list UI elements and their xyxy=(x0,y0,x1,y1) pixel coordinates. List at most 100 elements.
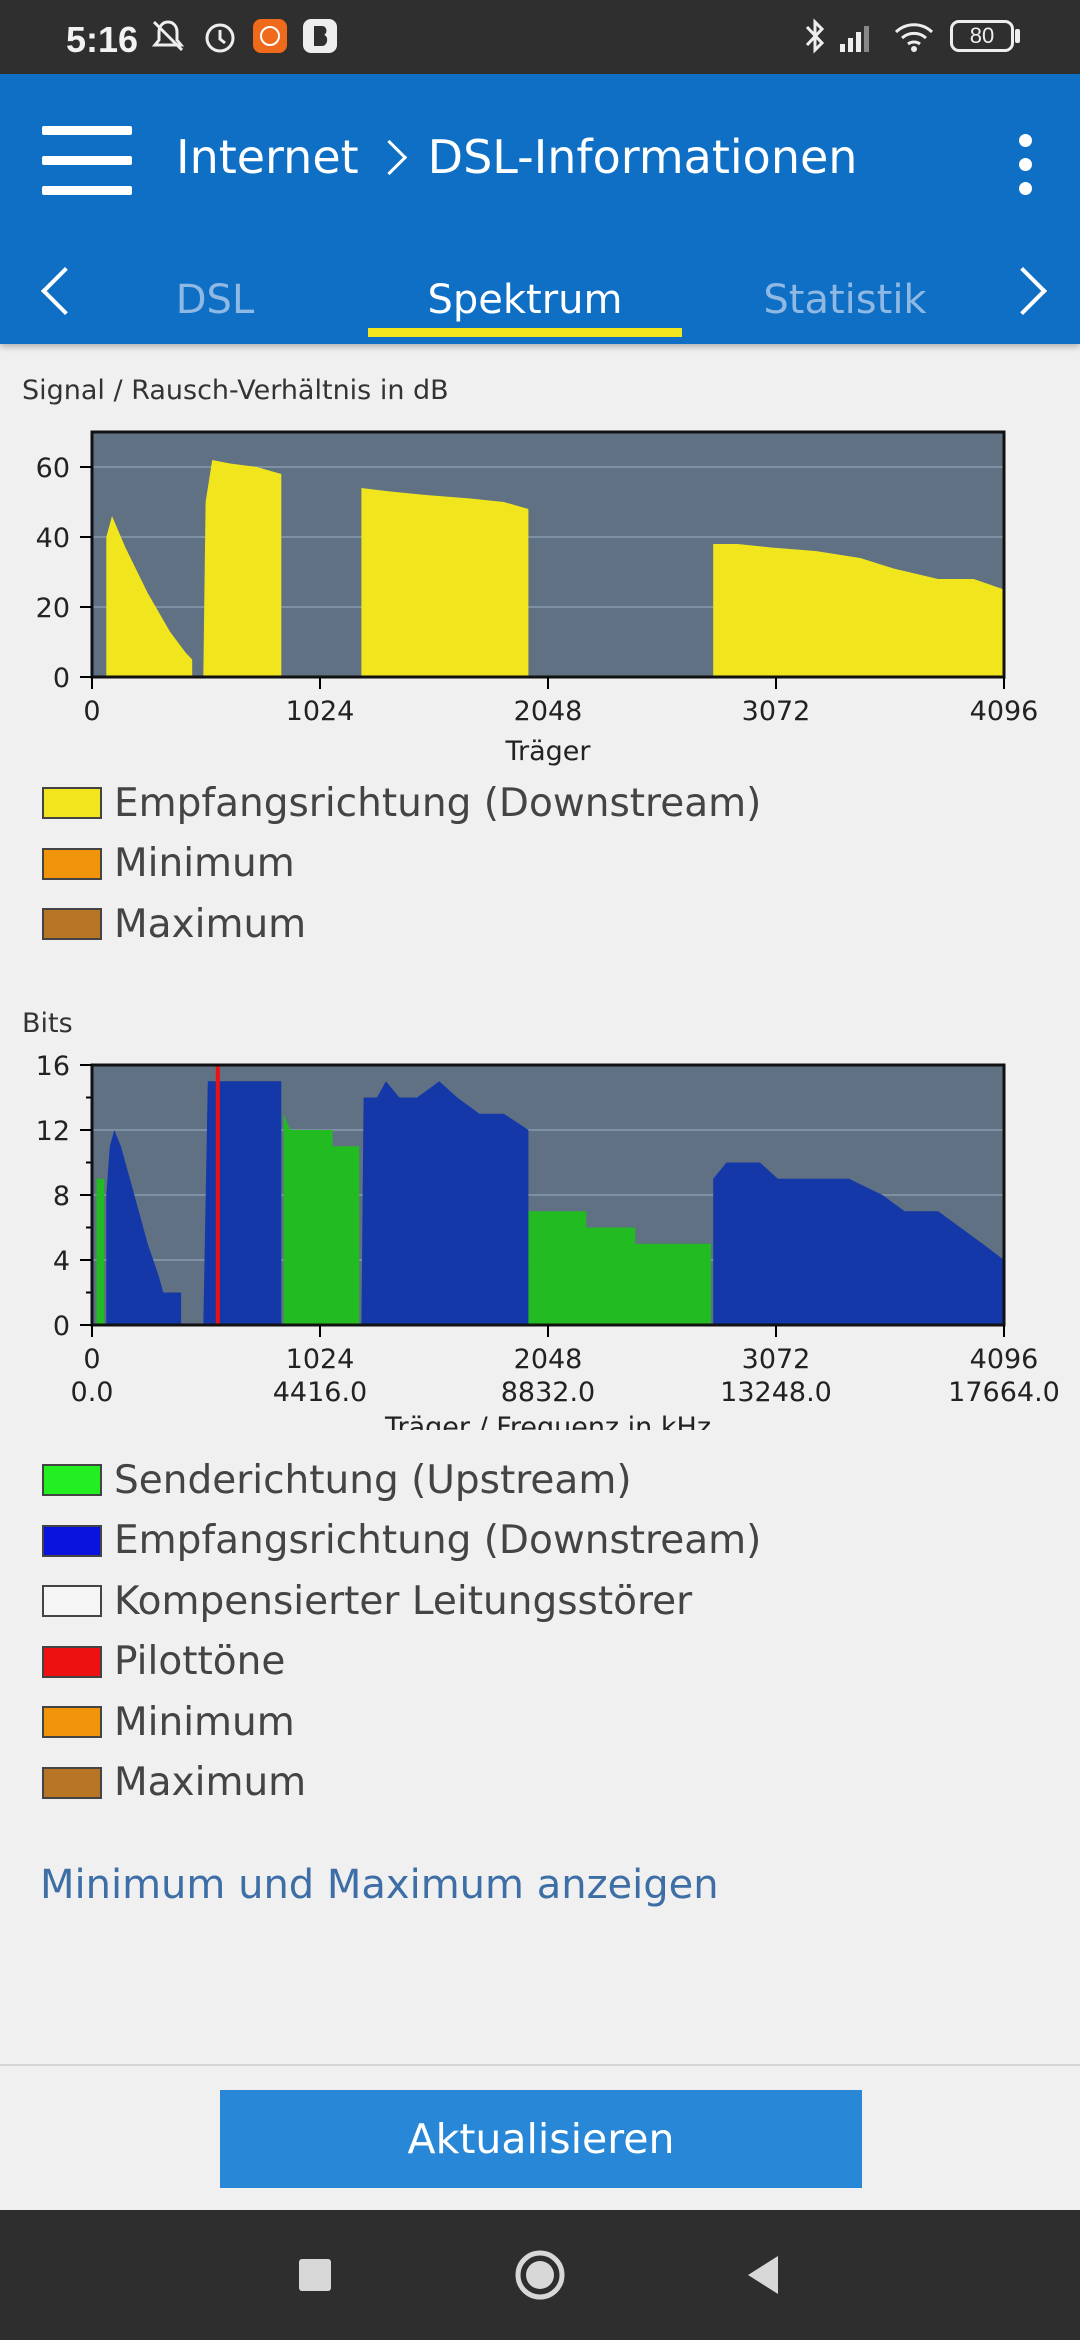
x-axis-label: Träger / Frequenz in kHz xyxy=(384,1412,711,1430)
alarm-icon xyxy=(205,23,235,53)
legend-item: Minimum xyxy=(42,839,295,889)
legend-label: Empfangsrichtung (Downstream) xyxy=(114,1518,762,1563)
x-tick-label-frequency: 4416.0 xyxy=(273,1377,367,1408)
breadcrumb-section[interactable]: Internet xyxy=(176,130,359,184)
y-tick-label: 0 xyxy=(53,663,70,694)
legend-label: Minimum xyxy=(114,1699,295,1745)
show-min-max-link[interactable]: Minimum und Maximum anzeigen xyxy=(40,1862,719,1908)
legend-item: Empfangsrichtung (Downstream) xyxy=(42,778,761,828)
breadcrumb: Internet DSL-Informationen xyxy=(176,130,857,184)
series-area xyxy=(361,1081,529,1325)
x-tick-label: 4096 xyxy=(970,696,1039,727)
x-tick-label: 0 xyxy=(83,1344,100,1375)
system-nav-bar xyxy=(0,2210,1080,2340)
status-bar: 5:16 80 xyxy=(0,0,1080,74)
bell-muted-icon xyxy=(151,20,185,52)
series-area xyxy=(713,1162,1004,1325)
tab-spektrum[interactable]: Spektrum xyxy=(427,277,623,323)
y-tick-label: 4 xyxy=(53,1246,70,1277)
refresh-button[interactable]: Aktualisieren xyxy=(220,2090,862,2188)
legend-swatch xyxy=(42,1645,102,1678)
x-tick-label: 0 xyxy=(83,696,100,727)
series-area xyxy=(528,1211,711,1325)
tab-next-button[interactable] xyxy=(998,252,1060,332)
bits-chart-title: Bits xyxy=(22,1008,73,1039)
back-icon[interactable] xyxy=(730,2240,800,2310)
legend-swatch xyxy=(42,1706,102,1738)
chevron-right-icon xyxy=(998,266,1048,316)
b-app-icon xyxy=(303,19,337,53)
tab-dsl[interactable]: DSL xyxy=(175,277,255,323)
x-tick-label: 2048 xyxy=(514,696,583,727)
y-tick-label: 0 xyxy=(53,1311,70,1342)
series-area xyxy=(106,1130,182,1325)
legend-item: Pilottöne xyxy=(42,1637,285,1687)
battery-icon: 80 xyxy=(950,20,1014,52)
legend-item: Maximum xyxy=(42,899,306,949)
legend-label: Maximum xyxy=(114,1760,307,1805)
status-time: 5:16 xyxy=(66,19,139,60)
legend-label: Empfangsrichtung (Downstream) xyxy=(114,780,762,826)
legend-label: Senderichtung (Upstream) xyxy=(114,1457,632,1503)
x-tick-label-frequency: 17664.0 xyxy=(948,1377,1060,1408)
divider xyxy=(0,2064,1080,2066)
x-tick-label: 2048 xyxy=(514,1344,583,1375)
series-area xyxy=(203,460,282,677)
series-area xyxy=(203,1081,282,1325)
mi-app-icon xyxy=(253,19,287,53)
legend-label: Maximum xyxy=(114,901,307,947)
legend-swatch xyxy=(42,1464,102,1496)
legend-swatch xyxy=(42,847,102,880)
legend-swatch xyxy=(42,1524,102,1557)
legend-item: Minimum xyxy=(42,1697,295,1747)
bluetooth-icon xyxy=(805,18,825,54)
signal-icon xyxy=(840,26,869,52)
legend-label: Pilottöne xyxy=(114,1639,286,1684)
x-tick-label: 1024 xyxy=(286,1344,355,1375)
recent-apps-icon[interactable] xyxy=(280,2240,350,2310)
tab-statistik[interactable]: Statistik xyxy=(763,277,927,323)
more-options-icon[interactable] xyxy=(1010,134,1044,195)
x-tick-label: 3072 xyxy=(742,696,811,727)
legend-swatch xyxy=(42,1766,102,1799)
legend-item: Maximum xyxy=(42,1758,306,1808)
x-tick-label: 4096 xyxy=(970,1344,1039,1375)
legend-swatch xyxy=(42,908,102,940)
y-tick-label: 16 xyxy=(36,1051,70,1082)
legend-swatch xyxy=(42,1585,102,1617)
series-area xyxy=(96,1178,105,1325)
y-tick-label: 20 xyxy=(36,593,70,624)
tab-bar: DSL Spektrum Statistik xyxy=(0,250,1080,340)
chevron-right-icon xyxy=(371,139,407,175)
legend-label: Minimum xyxy=(114,841,295,886)
battery-tip xyxy=(1015,29,1020,43)
active-tab-indicator xyxy=(368,328,682,337)
legend-label: Kompensierter Leitungsstörer xyxy=(114,1578,693,1624)
page-title: DSL-Informationen xyxy=(427,130,858,184)
series-area xyxy=(283,1113,360,1325)
wifi-icon xyxy=(894,23,934,52)
legend-item: Kompensierter Leitungsstörer xyxy=(42,1576,692,1626)
bits-chart: 0 4 8 12 16 0 1024 2048 3072 4096 0.0 4416.0 8832.0 1… xyxy=(36,1051,1060,1430)
legend-item: Senderichtung (Upstream) xyxy=(42,1455,632,1505)
x-axis-label: Träger xyxy=(504,736,591,767)
battery-level: 80 xyxy=(969,23,995,48)
home-icon[interactable] xyxy=(505,2240,575,2310)
y-tick-label: 60 xyxy=(36,453,70,484)
y-tick-label: 40 xyxy=(36,523,70,554)
x-tick-label-frequency: 8832.0 xyxy=(501,1377,595,1408)
snr-chart: 0 20 40 60 0 1024 2048 3072 4096 Träger xyxy=(36,430,1039,767)
x-tick-label: 3072 xyxy=(742,1344,811,1375)
legend-item: Empfangsrichtung (Downstream) xyxy=(42,1516,761,1566)
x-tick-label: 1024 xyxy=(286,696,355,727)
y-tick-label: 12 xyxy=(36,1116,70,1147)
x-tick-label-frequency: 13248.0 xyxy=(720,1377,832,1408)
legend-swatch xyxy=(42,787,102,819)
series-area xyxy=(106,516,193,677)
menu-icon[interactable] xyxy=(42,126,132,196)
x-tick-label-frequency: 0.0 xyxy=(71,1377,114,1408)
y-tick-label: 8 xyxy=(53,1181,70,1212)
app-bar: Internet DSL-Informationen xyxy=(0,74,1080,344)
series-area xyxy=(361,488,529,677)
series-area xyxy=(713,544,1004,677)
